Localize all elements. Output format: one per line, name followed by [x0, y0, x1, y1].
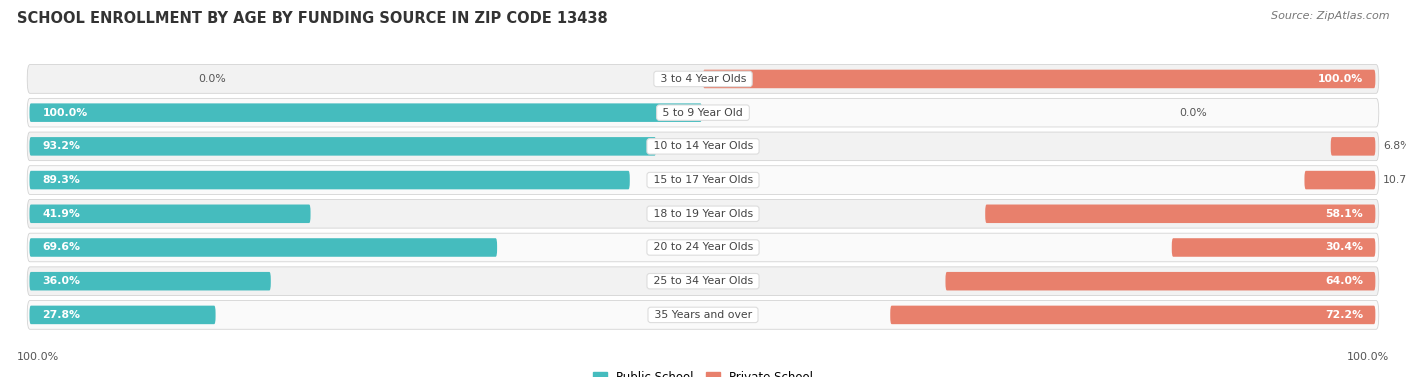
Text: 100.0%: 100.0%: [1347, 352, 1389, 362]
FancyBboxPatch shape: [1171, 238, 1375, 257]
Text: 0.0%: 0.0%: [198, 74, 226, 84]
FancyBboxPatch shape: [30, 204, 311, 223]
FancyBboxPatch shape: [27, 233, 1379, 262]
Text: 69.6%: 69.6%: [42, 242, 80, 253]
Text: SCHOOL ENROLLMENT BY AGE BY FUNDING SOURCE IN ZIP CODE 13438: SCHOOL ENROLLMENT BY AGE BY FUNDING SOUR…: [17, 11, 607, 26]
Text: 100.0%: 100.0%: [17, 352, 59, 362]
Text: 3 to 4 Year Olds: 3 to 4 Year Olds: [657, 74, 749, 84]
Text: 100.0%: 100.0%: [42, 108, 87, 118]
Text: 64.0%: 64.0%: [1326, 276, 1364, 286]
Text: 35 Years and over: 35 Years and over: [651, 310, 755, 320]
FancyBboxPatch shape: [27, 267, 1379, 296]
FancyBboxPatch shape: [986, 204, 1375, 223]
Text: 25 to 34 Year Olds: 25 to 34 Year Olds: [650, 276, 756, 286]
FancyBboxPatch shape: [703, 70, 1375, 88]
FancyBboxPatch shape: [30, 171, 630, 189]
Text: 27.8%: 27.8%: [42, 310, 80, 320]
Text: 89.3%: 89.3%: [42, 175, 80, 185]
FancyBboxPatch shape: [27, 199, 1379, 228]
FancyBboxPatch shape: [945, 272, 1375, 290]
Text: 6.8%: 6.8%: [1384, 141, 1406, 151]
Text: 10.7%: 10.7%: [1384, 175, 1406, 185]
Text: 20 to 24 Year Olds: 20 to 24 Year Olds: [650, 242, 756, 253]
FancyBboxPatch shape: [27, 98, 1379, 127]
FancyBboxPatch shape: [30, 103, 702, 122]
Text: 58.1%: 58.1%: [1326, 209, 1364, 219]
FancyBboxPatch shape: [30, 238, 498, 257]
Text: Source: ZipAtlas.com: Source: ZipAtlas.com: [1271, 11, 1389, 21]
Text: 30.4%: 30.4%: [1326, 242, 1364, 253]
Text: 93.2%: 93.2%: [42, 141, 80, 151]
Text: 36.0%: 36.0%: [42, 276, 80, 286]
Legend: Public School, Private School: Public School, Private School: [588, 366, 818, 377]
Text: 41.9%: 41.9%: [42, 209, 80, 219]
FancyBboxPatch shape: [890, 306, 1375, 324]
FancyBboxPatch shape: [1330, 137, 1375, 156]
Text: 5 to 9 Year Old: 5 to 9 Year Old: [659, 108, 747, 118]
Text: 72.2%: 72.2%: [1326, 310, 1364, 320]
FancyBboxPatch shape: [27, 132, 1379, 161]
FancyBboxPatch shape: [30, 137, 657, 156]
Text: 0.0%: 0.0%: [1180, 108, 1208, 118]
FancyBboxPatch shape: [27, 64, 1379, 93]
FancyBboxPatch shape: [30, 272, 271, 290]
Text: 18 to 19 Year Olds: 18 to 19 Year Olds: [650, 209, 756, 219]
Text: 100.0%: 100.0%: [1319, 74, 1364, 84]
FancyBboxPatch shape: [27, 300, 1379, 329]
FancyBboxPatch shape: [1305, 171, 1375, 189]
Text: 10 to 14 Year Olds: 10 to 14 Year Olds: [650, 141, 756, 151]
Text: 15 to 17 Year Olds: 15 to 17 Year Olds: [650, 175, 756, 185]
FancyBboxPatch shape: [27, 166, 1379, 195]
FancyBboxPatch shape: [30, 306, 215, 324]
